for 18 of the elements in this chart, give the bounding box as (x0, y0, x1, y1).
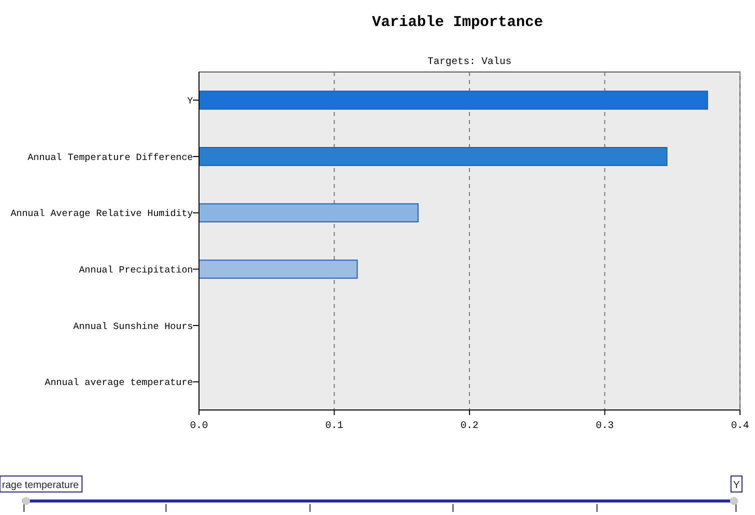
x-tick-label: 0.2 (460, 421, 479, 432)
y-tick-label: Annual Precipitation (78, 264, 193, 276)
range-slider: rage temperature Y (0, 476, 742, 512)
y-tick-label: Y (187, 95, 194, 106)
chart-subtitle: Targets: Valus (427, 56, 512, 68)
x-tick-label: 0.0 (190, 421, 208, 432)
x-tick-label: 0.3 (596, 421, 614, 432)
y-tick-label: Annual average temperature (44, 377, 194, 388)
x-tick-label: 0.1 (325, 421, 344, 432)
chart-title: Variable Importance (372, 14, 544, 31)
bar (198, 90, 708, 110)
y-tick-label: Annual Sunshine Hours (73, 320, 193, 332)
bar (198, 203, 419, 222)
x-tick-label: 0.4 (730, 421, 750, 432)
y-tick-label: Annual Average Relative Humidity (10, 208, 194, 220)
bar (198, 260, 358, 279)
bar (198, 146, 668, 166)
y-tick-label: Annual Temperature Difference (28, 152, 194, 163)
